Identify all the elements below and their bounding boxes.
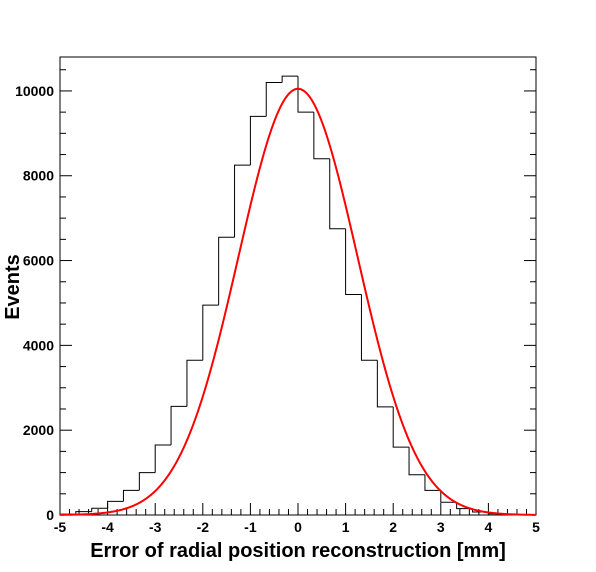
histogram-bin bbox=[186, 359, 203, 407]
histogram-bin bbox=[329, 158, 346, 230]
y-tick-label: 2000 bbox=[23, 422, 54, 438]
y-axis-ticks bbox=[60, 69, 536, 516]
x-axis-title: Error of radial position reconstruction … bbox=[90, 540, 506, 562]
histogram-bin bbox=[456, 502, 473, 510]
histogram-bin bbox=[392, 406, 410, 448]
histogram-bin bbox=[424, 474, 441, 491]
histogram-bin bbox=[75, 511, 92, 515]
y-tick-label: 8000 bbox=[23, 168, 54, 184]
gaussian-fit-curve bbox=[59, 87, 537, 516]
x-axis-tick-labels: -5 -4 -3 -2 -1 0 1 2 3 4 5 bbox=[54, 519, 540, 535]
y-axis-tick-labels: 0 2000 4000 6000 8000 10000 bbox=[15, 83, 54, 523]
histogram-bin bbox=[313, 112, 330, 160]
histogram-bin bbox=[265, 81, 283, 117]
histogram-bin bbox=[91, 507, 108, 512]
histogram-bin bbox=[408, 447, 425, 476]
x-tick-label: -2 bbox=[197, 519, 210, 535]
histogram-bin bbox=[345, 228, 362, 295]
histogram-bin bbox=[376, 360, 394, 408]
x-tick-label: 2 bbox=[389, 519, 397, 535]
y-tick-label: 4000 bbox=[23, 337, 54, 353]
histogram-bin bbox=[138, 472, 156, 491]
fit-curve-line bbox=[59, 87, 537, 516]
histogram-bin bbox=[154, 444, 172, 473]
x-tick-label: 0 bbox=[294, 519, 302, 535]
histogram-bin bbox=[122, 489, 140, 502]
y-tick-label: 6000 bbox=[23, 253, 54, 269]
histogram-bin bbox=[234, 164, 251, 238]
y-tick-label: 0 bbox=[46, 507, 54, 523]
x-tick-label: -3 bbox=[149, 519, 162, 535]
x-tick-label: -5 bbox=[54, 519, 67, 535]
x-tick-label: 3 bbox=[437, 519, 445, 535]
x-tick-label: -4 bbox=[101, 519, 114, 535]
histogram-bin bbox=[107, 500, 124, 509]
x-tick-label: 4 bbox=[485, 519, 493, 535]
x-tick-label: 5 bbox=[532, 519, 540, 535]
histogram-bin bbox=[440, 490, 457, 503]
y-axis-title: Events bbox=[2, 254, 24, 320]
histogram-bin bbox=[170, 405, 187, 446]
histogram-bin bbox=[218, 236, 235, 306]
x-tick-label: -1 bbox=[244, 519, 257, 535]
plot-frame bbox=[59, 56, 537, 516]
x-tick-label: 1 bbox=[342, 519, 350, 535]
histogram-bin bbox=[249, 115, 267, 166]
histogram-bin bbox=[281, 75, 298, 83]
histogram-bin bbox=[202, 304, 219, 361]
x-axis-ticks bbox=[59, 503, 537, 515]
histogram-bin bbox=[360, 294, 378, 361]
y-tick-label: 10000 bbox=[15, 83, 54, 99]
